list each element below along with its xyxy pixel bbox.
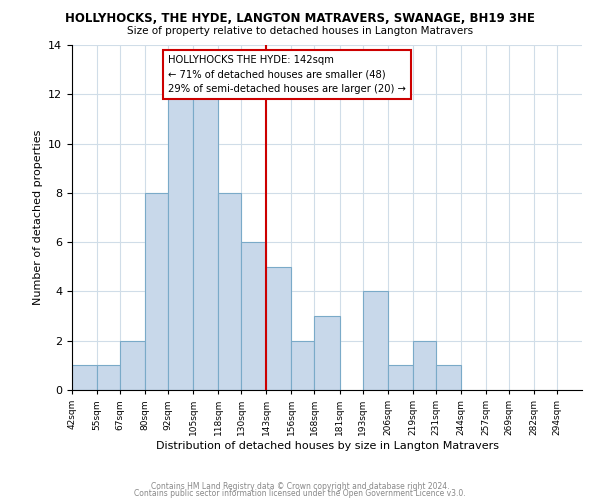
Bar: [436, 366, 461, 390]
Bar: [292, 340, 314, 390]
Bar: [168, 94, 193, 390]
Bar: [241, 242, 266, 390]
Text: HOLLYHOCKS THE HYDE: 142sqm
← 71% of detached houses are smaller (48)
29% of sem: HOLLYHOCKS THE HYDE: 142sqm ← 71% of det…: [168, 55, 406, 94]
Bar: [97, 366, 120, 390]
X-axis label: Distribution of detached houses by size in Langton Matravers: Distribution of detached houses by size …: [155, 441, 499, 451]
Text: Contains HM Land Registry data © Crown copyright and database right 2024.: Contains HM Land Registry data © Crown c…: [151, 482, 449, 491]
Bar: [120, 340, 145, 390]
Bar: [362, 292, 388, 390]
Bar: [388, 366, 413, 390]
Bar: [218, 193, 241, 390]
Text: HOLLYHOCKS, THE HYDE, LANGTON MATRAVERS, SWANAGE, BH19 3HE: HOLLYHOCKS, THE HYDE, LANGTON MATRAVERS,…: [65, 12, 535, 26]
Text: Size of property relative to detached houses in Langton Matravers: Size of property relative to detached ho…: [127, 26, 473, 36]
Bar: [314, 316, 340, 390]
Bar: [72, 366, 97, 390]
Bar: [266, 267, 292, 390]
Y-axis label: Number of detached properties: Number of detached properties: [32, 130, 43, 305]
Text: Contains public sector information licensed under the Open Government Licence v3: Contains public sector information licen…: [134, 489, 466, 498]
Bar: [413, 340, 436, 390]
Bar: [145, 193, 168, 390]
Bar: [193, 94, 218, 390]
